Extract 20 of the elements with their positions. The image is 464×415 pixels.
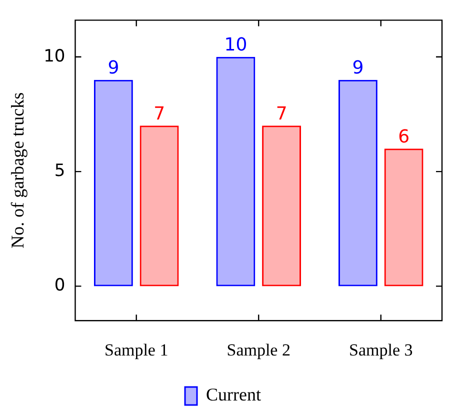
bar — [384, 148, 424, 286]
bar — [262, 126, 302, 286]
bar — [140, 126, 179, 286]
data-label: 9 — [108, 57, 120, 78]
bar — [94, 80, 133, 286]
data-label: 9 — [352, 57, 364, 78]
data-label: 10 — [224, 34, 248, 56]
data-label: 6 — [398, 126, 410, 148]
y-tick-label: 0 — [54, 276, 66, 296]
y-tick-label: 10 — [44, 46, 66, 66]
y-axis-title: No. of garbage trucks — [8, 92, 28, 248]
y-tick-label: 5 — [54, 160, 66, 181]
bar — [338, 80, 378, 286]
data-label: 7 — [154, 103, 166, 124]
x-tick-label: Sample 2 — [226, 340, 290, 360]
bar — [216, 56, 256, 286]
x-tick-label: Sample 3 — [348, 340, 413, 360]
x-tick-label: Sample 1 — [104, 340, 168, 360]
data-label: 7 — [276, 103, 288, 124]
legend-label: Current — [206, 384, 261, 405]
